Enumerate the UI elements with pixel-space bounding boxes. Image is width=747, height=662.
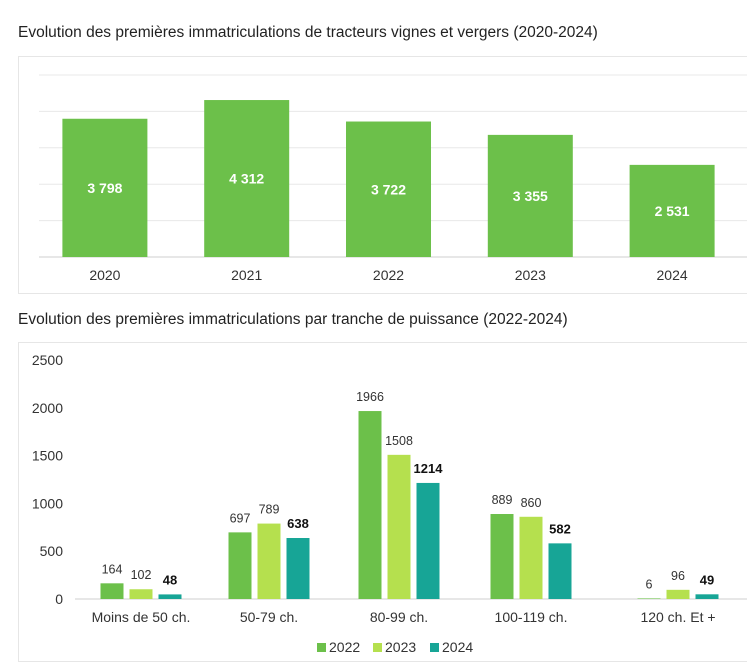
- chart2-data-label: 1214: [414, 461, 444, 476]
- chart2-bar-2024: [416, 482, 440, 599]
- chart2-x-tick-label: 120 ch. Et +: [640, 609, 715, 625]
- chart1-data-label: 3 798: [87, 180, 122, 196]
- chart2-bar-2023: [257, 523, 281, 599]
- chart2-data-label: 789: [259, 503, 280, 517]
- chart2-data-label: 860: [521, 496, 542, 510]
- chart2-y-tick-label: 0: [55, 591, 63, 607]
- chart2-bar-2024: [286, 538, 310, 599]
- chart2-svg: 0 500 1000 1500 2000 2500 164 102 48 Moins de 50 …: [32, 352, 747, 655]
- chart2-data-label: 1966: [356, 390, 384, 404]
- chart1-data-label: 2 531: [655, 203, 690, 219]
- chart2-bar-2022: [637, 598, 661, 599]
- chart2-legend-swatch: [317, 643, 326, 652]
- chart2-bar-2024: [158, 594, 182, 599]
- chart2-x-tick-label: 50-79 ch.: [240, 609, 298, 625]
- chart2-data-label: 889: [492, 493, 513, 507]
- chart2-data-label: 49: [700, 572, 714, 587]
- chart1-data-label: 3 355: [513, 188, 548, 204]
- chart2-bar-2024: [548, 543, 572, 599]
- chart1-bar: [346, 121, 431, 258]
- chart2-bar-2022: [358, 411, 382, 599]
- chart2-bar-2022: [100, 583, 124, 599]
- chart2-y-tick-label: 2500: [32, 352, 63, 368]
- chart2-title: Evolution des premières immatriculations…: [18, 311, 568, 328]
- chart1-x-tick-label: 2020: [89, 267, 120, 283]
- chart2-data-label: 96: [671, 569, 685, 583]
- chart2-x-tick-label: Moins de 50 ch.: [92, 609, 191, 625]
- chart2-bar-2023: [387, 454, 411, 599]
- chart2-legend-label: 2024: [442, 639, 473, 655]
- chart2-data-label: 164: [102, 562, 123, 576]
- chart2-data-label: 48: [163, 572, 177, 587]
- chart2-bar-2023: [129, 589, 153, 599]
- chart2-data-label: 638: [287, 516, 309, 531]
- chart1-panel: 3 798 2020 4 312 2021 3 722 2022 3 355 2023 2 53…: [18, 56, 747, 294]
- chart2-y-tick-label: 2000: [32, 400, 63, 416]
- chart1-bar: [487, 134, 573, 257]
- chart2-bar-2023: [666, 589, 690, 599]
- chart2-y-tick-label: 500: [40, 543, 64, 559]
- chart2-data-label: 582: [549, 521, 571, 536]
- chart2-legend-label: 2022: [329, 639, 360, 655]
- chart2-bar-2024: [695, 594, 719, 599]
- chart2-x-tick-label: 100-119 ch.: [495, 609, 568, 625]
- chart1-x-tick-label: 2023: [515, 267, 546, 283]
- chart2-x-tick-label: 80-99 ch.: [370, 609, 428, 625]
- chart1-bar: [62, 118, 148, 257]
- chart2-bar-2023: [519, 516, 543, 599]
- chart2-y-tick-label: 1500: [32, 448, 63, 464]
- chart1-bar: [629, 164, 715, 257]
- chart2-panel: 0 500 1000 1500 2000 2500 164 102 48 Moins de 50 …: [18, 342, 747, 662]
- chart2-data-label: 697: [230, 511, 251, 525]
- chart2-legend-swatch: [430, 643, 439, 652]
- chart2-data-label: 102: [131, 568, 152, 582]
- chart2-data-label: 1508: [385, 434, 413, 448]
- chart2-y-tick-label: 1000: [32, 495, 63, 511]
- chart2-bar-2022: [228, 532, 252, 599]
- chart1-svg: 3 798 2020 4 312 2021 3 722 2022 3 355 2023 2 53…: [39, 74, 747, 283]
- chart2-bar-2022: [490, 514, 514, 599]
- chart1-title: Evolution des premières immatriculations…: [18, 24, 598, 41]
- chart1-x-tick-label: 2024: [657, 267, 688, 283]
- chart1-data-label: 3 722: [371, 181, 406, 197]
- chart2-legend-swatch: [373, 643, 382, 652]
- chart1-data-label: 4 312: [229, 171, 264, 187]
- chart2-legend-label: 2023: [385, 639, 416, 655]
- chart1-x-tick-label: 2021: [231, 267, 262, 283]
- chart2-data-label: 6: [646, 577, 653, 591]
- chart1-x-tick-label: 2022: [373, 267, 404, 283]
- chart1-bar: [204, 100, 290, 257]
